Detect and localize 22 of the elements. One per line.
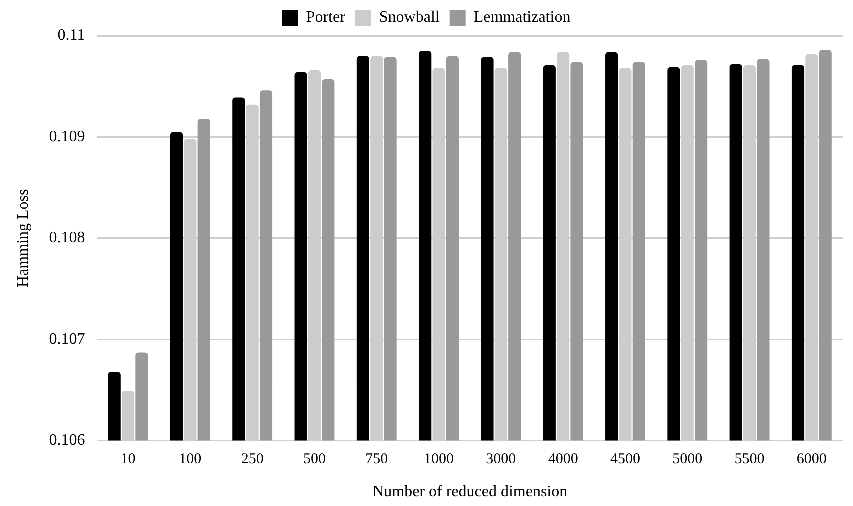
x-tick-label: 250	[241, 452, 264, 468]
x-tick-label: 6000	[796, 452, 827, 468]
x-tick-label: 500	[303, 452, 326, 468]
x-tick-label: 1000	[424, 452, 454, 468]
x-tick-label: 5500	[734, 452, 765, 468]
x-axis-title: Number of reduced dimension	[372, 484, 568, 501]
y-tick-label: 0.109	[49, 128, 86, 146]
x-tick-label: 100	[179, 452, 202, 468]
y-tick-label: 0.107	[49, 330, 86, 348]
x-tick-label: 3000	[486, 452, 516, 468]
y-axis-title: Hamming Loss	[14, 189, 32, 288]
x-tick-label: 750	[366, 452, 388, 468]
x-tick-label: 5000	[672, 452, 703, 468]
y-tick-label: 0.106	[49, 432, 86, 450]
x-tick-label: 10	[120, 452, 136, 468]
y-tick-label: 0.11	[58, 27, 86, 44]
x-tick-label: 4500	[610, 452, 640, 468]
y-tick-label: 0.108	[49, 230, 86, 247]
legend-label: Lemmatization	[474, 9, 571, 26]
legend-label: Porter	[306, 9, 346, 26]
legend-label: Snowball	[379, 9, 440, 26]
x-tick-label: 4000	[548, 452, 578, 468]
